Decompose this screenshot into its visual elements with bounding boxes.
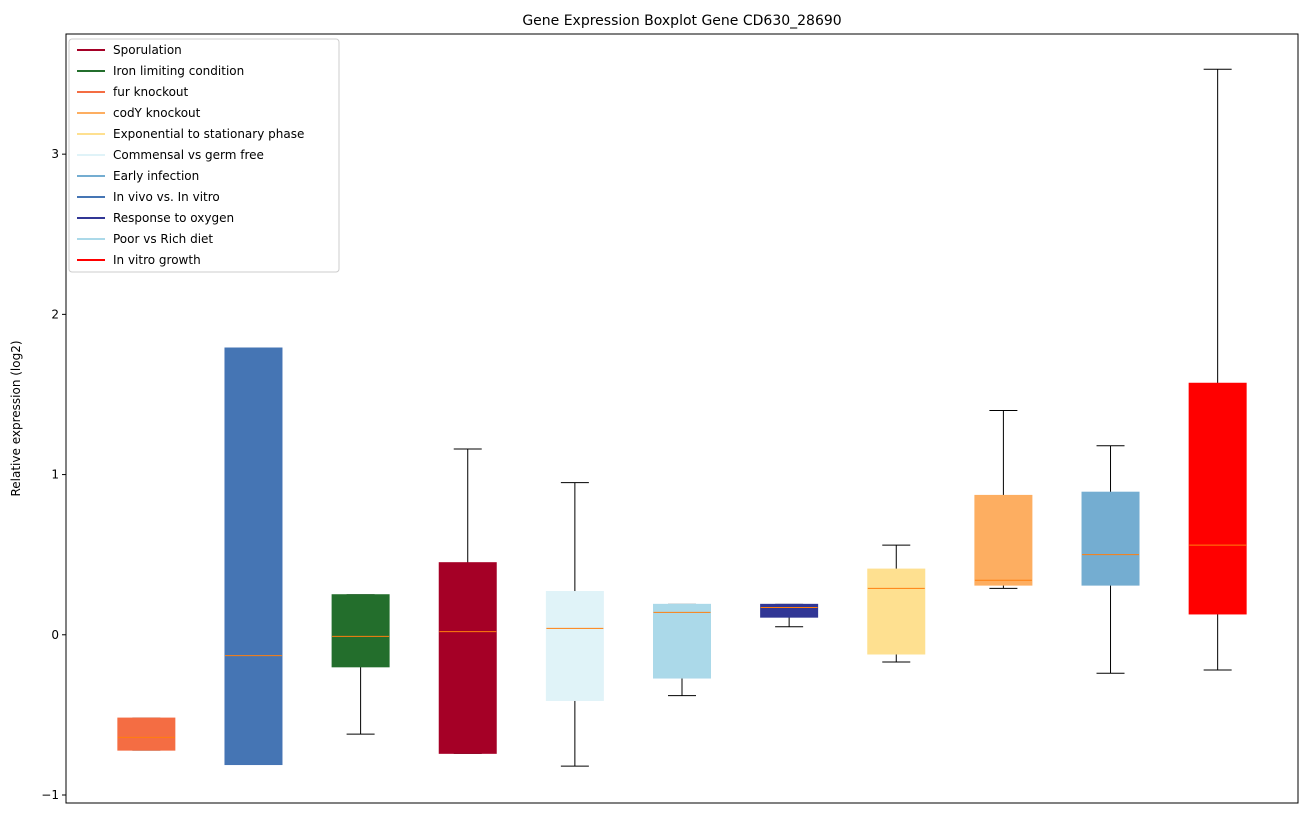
legend-label: fur knockout [113, 85, 189, 99]
legend-label: codY knockout [113, 106, 201, 120]
legend-label: Early infection [113, 169, 199, 183]
legend: Sporulation Iron limiting condition fur kn… [68, 38, 340, 273]
y-tick-label: 2 [51, 307, 59, 321]
box-early-infection [1081, 445, 1140, 674]
legend-label: Exponential to stationary phase [113, 127, 304, 141]
iqr-box [545, 591, 604, 701]
box-commensal-vs-germ-free [545, 482, 604, 767]
box-in-vivo-vs-in-vitro [224, 347, 283, 766]
legend-label: Iron limiting condition [113, 64, 244, 78]
legend-label: Poor vs Rich diet [113, 232, 213, 246]
y-tick-label: 3 [51, 147, 59, 161]
plot-frame [65, 33, 1299, 804]
iqr-box [1188, 382, 1247, 615]
y-tick-label: −1 [41, 788, 59, 802]
y-tick-label: 1 [51, 468, 59, 482]
iqr-box [867, 568, 926, 655]
box-sporulation [438, 448, 497, 754]
y-axis-label: Relative expression (log2) [9, 340, 23, 496]
iqr-box [760, 603, 819, 618]
legend-box [68, 38, 340, 273]
legend-label: Sporulation [113, 43, 182, 57]
box-fur-knockout [117, 717, 176, 751]
box-cody-knockout [974, 409, 1033, 589]
box-response-to-oxygen [760, 603, 819, 628]
legend-label: In vitro growth [113, 253, 201, 267]
iqr-box [117, 717, 176, 751]
chart-title: Gene Expression Boxplot Gene CD630_28690 [522, 13, 841, 29]
iqr-box [224, 347, 283, 766]
iqr-box [974, 494, 1033, 586]
box-exponential-to-stationary-phase [867, 544, 926, 663]
iqr-box [653, 603, 711, 679]
y-axis: −1 0 1 2 3 [41, 147, 66, 802]
iqr-box [331, 594, 390, 668]
box-in-vitro-growth [1188, 68, 1247, 671]
legend-label: In vivo vs. In vitro [113, 190, 220, 204]
legend-label: Response to oxygen [113, 211, 234, 225]
box-iron-limiting-condition [331, 594, 390, 735]
legend-label: Commensal vs germ free [113, 148, 264, 162]
plot-area [117, 68, 1247, 767]
box-poor-vs-rich-diet [653, 603, 711, 697]
y-tick-label: 0 [51, 628, 59, 642]
iqr-box [438, 562, 497, 754]
iqr-box [1081, 491, 1140, 586]
